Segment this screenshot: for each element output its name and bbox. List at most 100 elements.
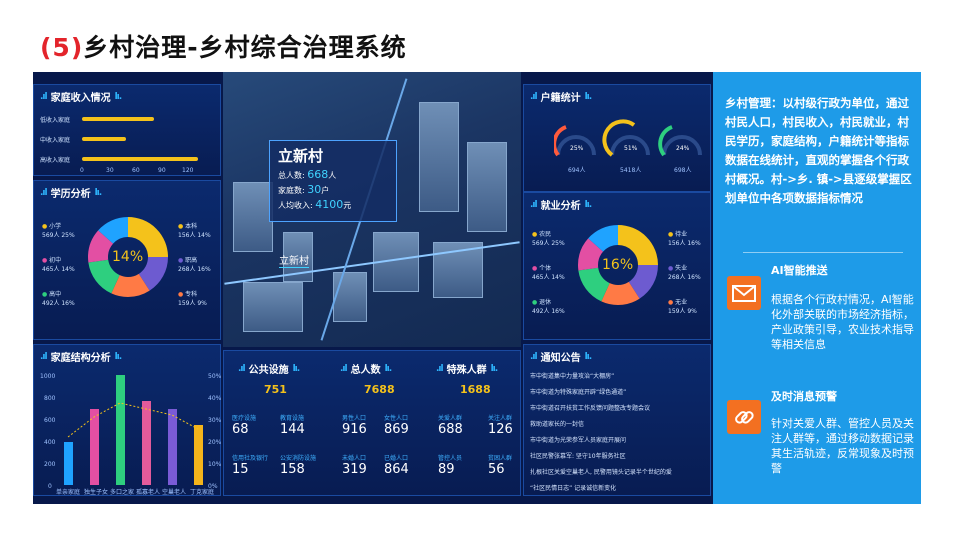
emp-item: ● 农民 569人 25%: [532, 231, 565, 247]
family-bar: [194, 425, 203, 485]
family-category: 孤寡老人: [136, 489, 161, 496]
income-label-mid: 中收入家庭: [40, 137, 71, 144]
edu-item: ● 职高 268人 16%: [178, 257, 211, 273]
income-bar-low: [82, 117, 154, 121]
stat-item: 医疗设施 68: [232, 415, 257, 437]
stat-item: 已婚人口 864: [384, 455, 409, 477]
stat-item: 男性人口 916: [342, 415, 367, 437]
education-header: 学历分析: [50, 189, 91, 200]
stat-item: 教育设施 144: [280, 415, 305, 437]
education-donut: [88, 217, 168, 297]
family-ytick: 600: [44, 417, 56, 424]
notice-item[interactable]: “社区民情日志” 记录诚信新变化: [530, 485, 617, 492]
household-gauges: [554, 119, 702, 157]
notice-item[interactable]: 市中街道为光荣参军人员家庭开展问: [530, 437, 627, 444]
village-income: 人均收入: 4100元: [278, 198, 352, 211]
income-tick: 0: [80, 167, 84, 174]
city-3d-map[interactable]: 立新村 总人数: 668人 家庭数: 30户 人均收入: 4100元 立新村: [223, 72, 521, 347]
gauge-val: 5418人: [620, 167, 642, 174]
family-rtick: 50%: [208, 373, 222, 380]
edu-item: ● 本科 156人 14%: [178, 223, 211, 239]
village-name: 立新村: [278, 147, 324, 165]
village-homes: 家庭数: 30户: [278, 183, 330, 196]
summary-panel: .ıl 公共设施 lı. .ıl 总人数 lı. .ıl 特殊人群 lı. 751 7688…: [223, 350, 521, 496]
income-label-high: 高收入家庭: [40, 157, 71, 164]
page-title: (5)乡村治理-乡村综合治理系统: [40, 33, 407, 62]
notice-item[interactable]: 市中街道为特殊家庭开辟“绿色通道”: [530, 389, 627, 396]
summary-title: 公共设施: [248, 365, 289, 376]
family-ytick: 800: [44, 395, 56, 402]
family-category: 多口之家: [110, 489, 135, 496]
mail-icon: [727, 276, 761, 310]
stat-item: 关注人群 126: [488, 415, 513, 437]
edu-item: ● 高中 492人 16%: [42, 291, 75, 307]
stat-item: 贫困人群 56: [488, 455, 513, 477]
employment-center-value: 16%: [602, 257, 634, 273]
family-line: [67, 402, 199, 438]
family-ytick: 1000: [40, 373, 56, 380]
income-bar-mid: [82, 137, 126, 141]
map-building: [467, 142, 507, 232]
notice-item[interactable]: 扎根社区关爱空巢老人, 民警用镜头记录半个世纪的爱: [530, 469, 672, 476]
description-panel: 乡村管理：以村级行政为单位，通过村民人口，村民收入，村民就业，村民学历，家庭结构…: [713, 72, 921, 504]
map-building: [419, 102, 459, 212]
income-header: 家庭收入情况: [50, 93, 111, 104]
warning-text: 针对关爱人群、管控人员及关注人群等，通过移动数据记录其生活轨迹，反常现象及时预警: [771, 417, 914, 475]
link-icon: [727, 400, 761, 434]
summary-total: 751: [264, 383, 287, 396]
emp-item: ● 待业 156人 16%: [668, 231, 701, 247]
employment-donut: [578, 225, 658, 305]
income-label-low: 低收入家庭: [40, 117, 71, 124]
notice-panel: .ıl 通知公告 lı. 市中街道集中力量攻治“大棚房” 市中街道为特殊家庭开辟“绿…: [523, 344, 711, 496]
emp-item: ● 退休 492人 16%: [532, 299, 565, 315]
map-building: [233, 182, 273, 252]
income-bar-high: [82, 157, 198, 161]
emp-item: ● 失业 268人 16%: [668, 265, 701, 281]
emp-item: ● 无业 159人 9%: [668, 299, 697, 315]
notice-header: 通知公告: [540, 353, 581, 364]
edu-item: ● 小学 569人 25%: [42, 223, 75, 239]
employment-header: 就业分析: [540, 201, 581, 212]
edu-item: ● 初中 465人 14%: [42, 257, 75, 273]
family-ytick: 200: [44, 461, 56, 468]
divider: [743, 252, 903, 253]
income-tick: 120: [182, 167, 194, 174]
family-category: 丁克家庭: [190, 489, 215, 496]
notice-item[interactable]: 市中街道召开扶贫工作反馈问题整改专题会议: [530, 405, 651, 412]
stat-item: 信用社及银行 15: [232, 455, 269, 477]
warning-title: 及时消息预警: [771, 390, 837, 403]
income-tick: 90: [158, 167, 166, 174]
income-panel: .ıl 家庭收入情况 lı. 低收入家庭 中收入家庭 高收入家庭 0 30 60 9…: [33, 84, 221, 176]
family-ytick: 400: [44, 439, 56, 446]
gauge-val: 694人: [568, 167, 586, 174]
family-rtick: 30%: [208, 417, 222, 424]
family-panel: .ıl 家庭结构分析 lı. 1000 800 600 400 200 0 50% …: [33, 344, 221, 496]
employment-panel: .ıl 就业分析 lı. 16% ● 农民 569人 25% ● 个体 465人 14%…: [523, 192, 711, 340]
intro-text: 乡村管理：以村级行政为单位，通过村民人口，村民收入，村民就业，村民学历，家庭结构…: [725, 96, 912, 205]
gauge-pct: 51%: [624, 145, 638, 152]
notice-item[interactable]: 救助道家长的一封信: [530, 421, 585, 428]
education-center-value: 14%: [112, 249, 144, 265]
map-building: [333, 272, 367, 322]
ai-push-title: AI智能推送: [771, 264, 828, 277]
gauge-pct: 24%: [676, 145, 690, 152]
emp-item: ● 个体 465人 14%: [532, 265, 565, 281]
family-ytick: 0: [48, 483, 52, 490]
stat-item: 关爱人群 688: [438, 415, 463, 437]
gauge-pct: 25%: [570, 145, 584, 152]
notice-item[interactable]: 市中街道集中力量攻治“大棚房”: [530, 373, 615, 380]
village-pop: 总人数: 668人: [278, 168, 337, 181]
income-tick: 30: [106, 167, 114, 174]
village-info-card[interactable]: 立新村 总人数: 668人 家庭数: 30户 人均收入: 4100元: [269, 140, 397, 222]
family-header: 家庭结构分析: [50, 353, 111, 364]
map-village-label[interactable]: 立新村: [279, 252, 309, 268]
edu-item: ● 专科 159人 9%: [178, 291, 207, 307]
family-bar: [64, 442, 73, 485]
family-bar: [116, 375, 125, 485]
notice-item[interactable]: 社区民警张慕军: 坚守10年服务社区: [530, 453, 626, 460]
summary-total: 1688: [460, 383, 491, 396]
summary-title: 特殊人群: [446, 365, 487, 376]
family-category: 单亲家庭: [56, 489, 81, 496]
family-bar: [142, 401, 151, 485]
family-bar: [90, 409, 99, 485]
